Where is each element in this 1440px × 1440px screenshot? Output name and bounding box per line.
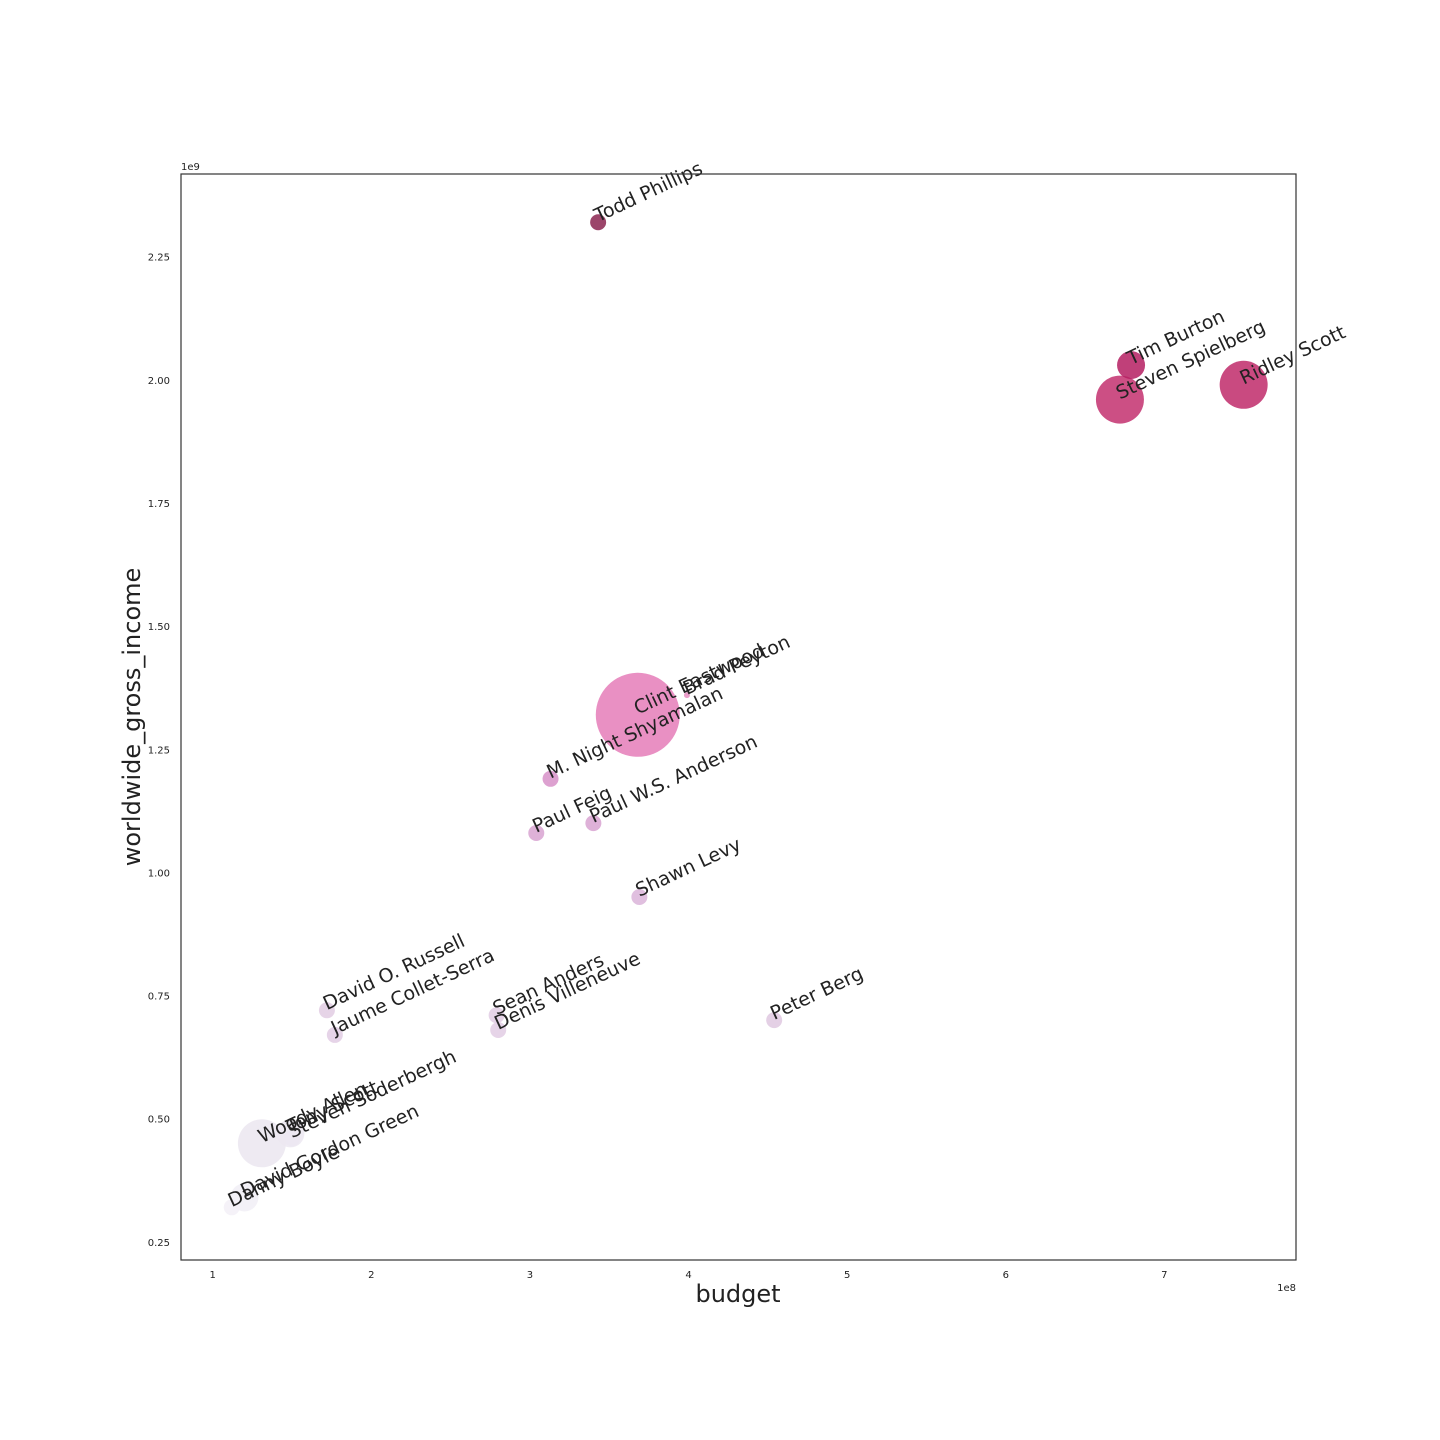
data-point: [585, 815, 602, 832]
x-tick-label: 4: [685, 1270, 691, 1281]
data-point: [595, 672, 680, 757]
point-label: Peter Berg: [767, 963, 867, 1025]
point-label: Todd Phillips: [590, 158, 706, 228]
data-point: [683, 692, 690, 699]
y-axis-label: worldwide_gross_income: [118, 568, 146, 867]
data-point: [590, 214, 607, 231]
data-point: [318, 1002, 335, 1019]
y-tick-label: 0.50: [148, 1115, 170, 1126]
data-point: [631, 889, 648, 906]
data-point: [766, 1012, 783, 1029]
y-tick-label: 1.25: [148, 745, 170, 756]
data-point: [237, 1119, 286, 1168]
y-tick-label: 2.25: [148, 253, 170, 264]
data-point: [326, 1026, 343, 1043]
x-tick-label: 6: [1003, 1270, 1009, 1281]
x-tick-label: 2: [368, 1270, 374, 1281]
y-tick-label: 1.00: [148, 868, 170, 879]
x-axis-label: budget: [695, 1280, 780, 1308]
y-tick-label: 0.75: [148, 992, 170, 1003]
points-layer: [223, 214, 1268, 1216]
y-tick-label: 1.50: [148, 622, 170, 633]
plot-area-frame: [180, 173, 1297, 1261]
x-axis-ticks: 1 2 3 4 5 6 7: [210, 1270, 1168, 1281]
data-point: [223, 1199, 240, 1216]
x-offset-label: 1e8: [1277, 1283, 1296, 1294]
point-label: Shawn Levy: [632, 834, 744, 902]
data-point: [488, 1007, 505, 1024]
point-label: Brad Peyton: [680, 631, 794, 700]
y-tick-label: 1.75: [148, 499, 170, 510]
data-point: [1117, 351, 1146, 380]
data-point: [542, 770, 559, 787]
x-tick-label: 7: [1161, 1270, 1167, 1281]
data-point: [1219, 360, 1268, 409]
y-tick-label: 0.25: [148, 1238, 170, 1249]
data-point: [284, 1130, 301, 1147]
data-point: [528, 824, 545, 841]
y-axis-ticks: 0.25 0.50 0.75 1.00 1.25 1.50 1.75 2.00 2.25: [148, 253, 170, 1249]
y-offset-label: 1e9: [181, 162, 200, 173]
x-tick-label: 5: [844, 1270, 850, 1281]
data-point: [1095, 375, 1144, 424]
x-tick-label: 3: [527, 1270, 533, 1281]
data-point: [490, 1021, 507, 1038]
y-tick-label: 2.00: [148, 376, 170, 387]
x-tick-label: 1: [210, 1270, 216, 1281]
